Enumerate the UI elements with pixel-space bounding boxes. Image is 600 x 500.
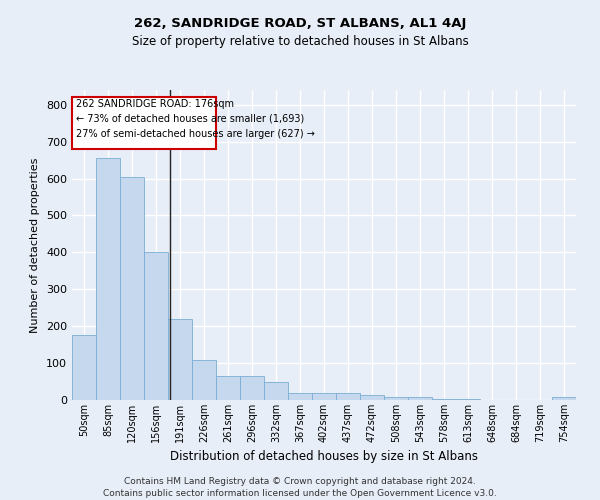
Text: Contains public sector information licensed under the Open Government Licence v3: Contains public sector information licen… [103, 489, 497, 498]
Text: ← 73% of detached houses are smaller (1,693): ← 73% of detached houses are smaller (1,… [76, 114, 304, 124]
Bar [312, 394, 336, 400]
Text: Size of property relative to detached houses in St Albans: Size of property relative to detached ho… [131, 35, 469, 48]
Bar [168, 319, 192, 400]
Bar [288, 392, 312, 400]
Bar [456, 399, 480, 400]
Bar [96, 158, 120, 400]
Text: 262 SANDRIDGE ROAD: 176sqm: 262 SANDRIDGE ROAD: 176sqm [76, 99, 233, 109]
Y-axis label: Number of detached properties: Number of detached properties [31, 158, 40, 332]
Bar [72, 336, 96, 400]
Bar [192, 360, 216, 400]
Text: 27% of semi-detached houses are larger (627) →: 27% of semi-detached houses are larger (… [76, 128, 314, 138]
Bar [432, 398, 456, 400]
Bar [144, 252, 168, 400]
Bar [216, 376, 240, 400]
Bar [120, 176, 144, 400]
Bar [72, 98, 216, 149]
Bar [360, 395, 384, 400]
Bar [264, 382, 288, 400]
Bar [552, 398, 576, 400]
Bar [384, 397, 408, 400]
Bar [336, 394, 360, 400]
Bar [240, 376, 264, 400]
Text: Contains HM Land Registry data © Crown copyright and database right 2024.: Contains HM Land Registry data © Crown c… [124, 478, 476, 486]
Bar [408, 396, 432, 400]
X-axis label: Distribution of detached houses by size in St Albans: Distribution of detached houses by size … [170, 450, 478, 464]
Text: 262, SANDRIDGE ROAD, ST ALBANS, AL1 4AJ: 262, SANDRIDGE ROAD, ST ALBANS, AL1 4AJ [134, 18, 466, 30]
